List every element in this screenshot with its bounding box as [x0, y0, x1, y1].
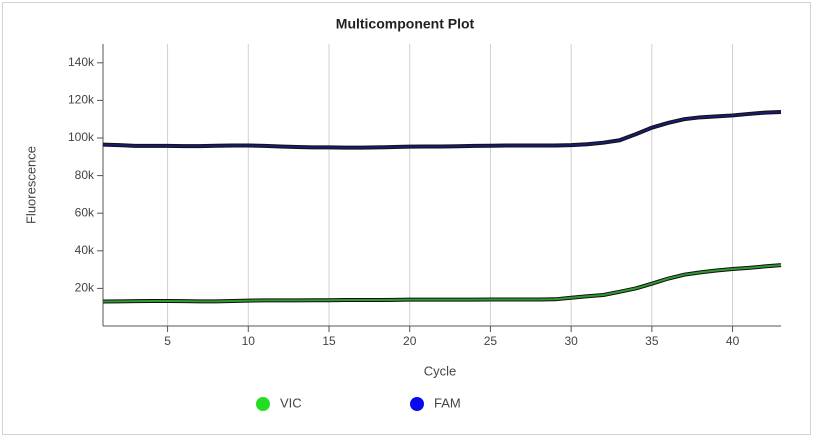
y-axis-label: Fluorescence: [23, 146, 38, 224]
y-tick-label: 60k: [75, 205, 95, 219]
x-tick-label: 20: [403, 334, 417, 348]
x-tick-label: 25: [484, 334, 498, 348]
legend-marker: [256, 397, 270, 411]
legend-marker: [410, 397, 424, 411]
y-tick-label: 140k: [68, 55, 95, 69]
line-outline: [102, 263, 782, 304]
frame: [2, 2, 811, 435]
y-tick-label: 80k: [75, 168, 95, 182]
legend-label: VIC: [280, 395, 302, 410]
x-axis-label: Cycle: [424, 363, 457, 378]
legend-label: FAM: [434, 395, 461, 410]
x-tick-label: 5: [164, 334, 171, 348]
line: [102, 264, 782, 303]
chart-title: Multicomponent Plot: [336, 16, 475, 32]
line-outline: [102, 110, 782, 150]
y-tick-label: 120k: [68, 93, 95, 107]
x-tick-label: 10: [242, 334, 256, 348]
y-tick-label: 20k: [75, 281, 95, 295]
x-tick-label: 30: [564, 334, 578, 348]
x-tick-label: 35: [645, 334, 659, 348]
y-tick-label: 40k: [75, 243, 95, 257]
line: [102, 111, 782, 149]
x-tick-label: 15: [322, 334, 336, 348]
x-tick-label: 40: [726, 334, 740, 348]
y-tick-label: 100k: [68, 130, 95, 144]
